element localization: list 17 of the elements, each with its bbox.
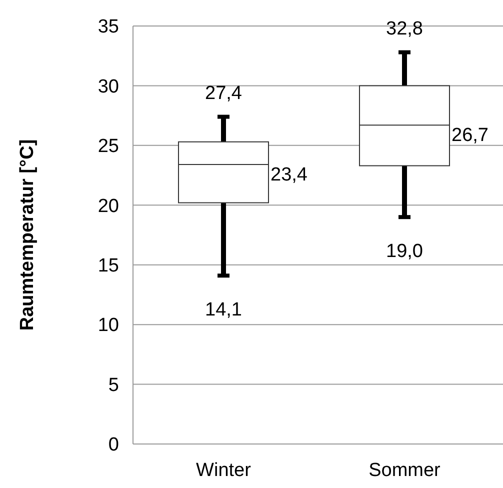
x-tick-label: Sommer bbox=[368, 460, 442, 481]
y-axis-title: Raumtemperatur [°C] bbox=[17, 139, 38, 331]
y-tick-label: 5 bbox=[108, 374, 119, 396]
x-tick-label: Winter bbox=[196, 460, 252, 481]
y-tick-label: 35 bbox=[98, 16, 119, 38]
y-tick-label: 10 bbox=[98, 315, 119, 336]
annotation: 27,4 bbox=[205, 82, 242, 104]
annotation: 26,7 bbox=[452, 125, 488, 146]
y-tick-label: 20 bbox=[98, 196, 119, 217]
annotation: 32,8 bbox=[386, 18, 423, 40]
annotation: 23,4 bbox=[270, 164, 308, 186]
y-tick-label: 25 bbox=[98, 136, 119, 158]
y-tick-label: 30 bbox=[98, 76, 119, 98]
y-tick-label: 0 bbox=[108, 434, 119, 456]
y-tick-label: 15 bbox=[98, 256, 119, 277]
annotation: 19,0 bbox=[386, 241, 423, 262]
annotation: 14,1 bbox=[205, 300, 242, 321]
